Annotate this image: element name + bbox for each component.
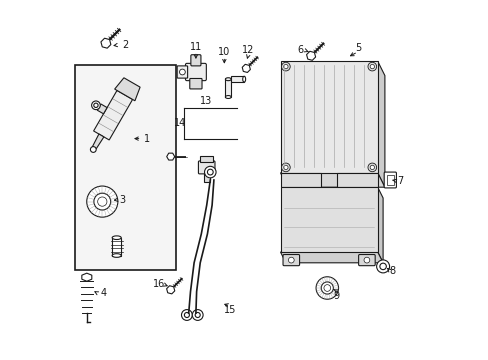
Circle shape (281, 62, 289, 71)
Circle shape (94, 103, 98, 107)
Bar (75, 65, 176, 270)
Circle shape (363, 257, 369, 263)
Bar (280, 173, 321, 187)
Bar (200, 156, 213, 162)
Text: 4: 4 (100, 288, 106, 298)
Circle shape (207, 169, 213, 175)
Polygon shape (242, 64, 250, 72)
Text: 3: 3 (120, 195, 125, 205)
Text: 12: 12 (242, 45, 254, 55)
FancyBboxPatch shape (190, 55, 201, 66)
Circle shape (98, 197, 107, 206)
Circle shape (204, 166, 216, 178)
Ellipse shape (225, 78, 231, 81)
Circle shape (281, 163, 289, 172)
Text: 10: 10 (218, 47, 230, 57)
FancyBboxPatch shape (358, 255, 374, 266)
Circle shape (181, 310, 192, 320)
Circle shape (94, 193, 110, 210)
Text: 11: 11 (189, 42, 202, 52)
Text: 5: 5 (354, 42, 360, 53)
Polygon shape (114, 78, 140, 101)
Circle shape (192, 310, 203, 320)
Bar (280, 187, 377, 252)
FancyBboxPatch shape (283, 255, 299, 266)
Circle shape (86, 186, 118, 217)
Ellipse shape (112, 236, 121, 239)
Polygon shape (280, 252, 382, 263)
Circle shape (315, 277, 338, 299)
Text: 14: 14 (174, 118, 186, 128)
Ellipse shape (225, 95, 231, 99)
Bar (112, 238, 121, 256)
Circle shape (184, 312, 189, 318)
Circle shape (379, 263, 386, 270)
Polygon shape (377, 61, 384, 187)
FancyBboxPatch shape (198, 161, 215, 174)
FancyBboxPatch shape (189, 78, 202, 89)
Circle shape (91, 101, 100, 109)
Polygon shape (306, 51, 315, 60)
Ellipse shape (242, 76, 245, 82)
Polygon shape (280, 173, 384, 187)
FancyBboxPatch shape (185, 63, 206, 81)
FancyBboxPatch shape (177, 66, 187, 78)
Bar (336, 173, 377, 187)
Circle shape (369, 165, 374, 170)
Polygon shape (93, 90, 132, 140)
Circle shape (367, 163, 376, 172)
Polygon shape (97, 104, 107, 114)
Text: 2: 2 (122, 40, 128, 50)
Circle shape (369, 64, 374, 69)
Polygon shape (166, 153, 174, 160)
Text: 6: 6 (297, 45, 303, 55)
Polygon shape (377, 187, 382, 263)
Circle shape (367, 62, 376, 71)
Bar (280, 61, 377, 173)
Ellipse shape (112, 254, 121, 257)
Text: 15: 15 (224, 305, 236, 315)
Circle shape (90, 147, 96, 152)
Text: 1: 1 (143, 134, 149, 144)
Polygon shape (81, 273, 92, 281)
Text: 8: 8 (389, 266, 395, 276)
Text: 13: 13 (199, 96, 211, 106)
Text: 16: 16 (153, 279, 165, 289)
Circle shape (283, 64, 287, 69)
Circle shape (288, 257, 294, 263)
Polygon shape (92, 134, 103, 149)
Text: 9: 9 (332, 291, 339, 301)
FancyBboxPatch shape (384, 172, 396, 188)
Bar (203, 173, 209, 182)
Circle shape (195, 312, 200, 318)
Text: 7: 7 (397, 176, 403, 186)
Circle shape (283, 165, 287, 170)
Bar (225, 79, 231, 97)
Bar (386, 175, 393, 185)
Circle shape (323, 285, 330, 291)
Polygon shape (101, 38, 111, 48)
Circle shape (321, 282, 333, 294)
Bar (231, 76, 244, 82)
Circle shape (376, 260, 389, 273)
Circle shape (179, 69, 185, 75)
Polygon shape (166, 286, 174, 294)
